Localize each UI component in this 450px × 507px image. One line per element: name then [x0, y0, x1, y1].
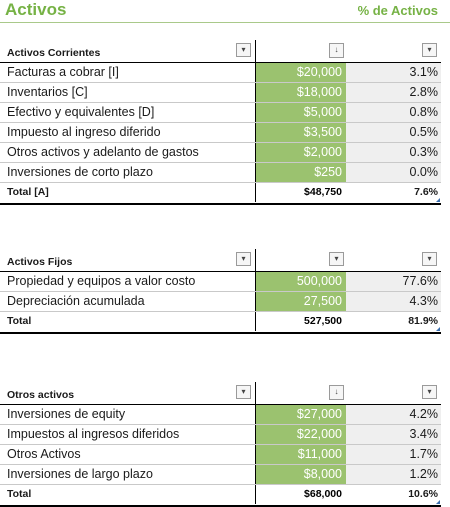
filter-dropdown-icon[interactable]: ▾: [422, 252, 437, 266]
total-row[interactable]: Total 527,500 81.9%: [0, 312, 441, 334]
table-row[interactable]: Inversiones de corto plazo $250 0.0%: [0, 163, 441, 183]
filter-dropdown-icon[interactable]: ▾: [329, 252, 344, 266]
other-assets-table: Otros activos ▾ ↓ ▾ Inversiones de equit…: [0, 382, 450, 507]
row-percent: 0.8%: [346, 103, 441, 122]
row-percent: 0.5%: [346, 123, 441, 142]
total-value: $68,000: [255, 485, 346, 504]
table-row[interactable]: Inventarios [C] $18,000 2.8%: [0, 83, 441, 103]
table-row[interactable]: Otros activos y adelanto de gastos $2,00…: [0, 143, 441, 163]
row-value: $20,000: [255, 63, 346, 82]
row-value: $250: [255, 163, 346, 182]
sheet-header: Activos % de Activos: [0, 0, 450, 23]
table-row[interactable]: Propiedad y equipos a valor costo 500,00…: [0, 272, 441, 292]
row-value: $11,000: [255, 445, 346, 464]
row-label: Inventarios [C]: [7, 85, 88, 99]
total-value: $48,750: [255, 183, 346, 202]
row-label: Inversiones de equity: [7, 407, 126, 421]
total-percent: 81.9%: [346, 312, 441, 331]
row-label: Otros Activos: [7, 447, 81, 461]
fixed-assets-table: Activos Fijos ▾ ▾ ▾ Propiedad y equipos …: [0, 249, 450, 334]
row-label: Depreciación acumulada: [7, 294, 145, 308]
filter-dropdown-icon[interactable]: ▾: [236, 43, 251, 57]
row-value: $8,000: [255, 465, 346, 484]
total-row[interactable]: Total [A] $48,750 7.6%: [0, 183, 441, 205]
row-value: $2,000: [255, 143, 346, 162]
row-label: Efectivo y equivalentes [D]: [7, 105, 155, 119]
pct-column-title: % de Activos: [357, 3, 438, 18]
row-percent: 0.0%: [346, 163, 441, 182]
filter-dropdown-icon[interactable]: ▾: [236, 252, 251, 266]
table-header-row: Activos Corrientes ▾ ↓ ▾: [0, 40, 441, 63]
row-percent: 2.8%: [346, 83, 441, 102]
table-row[interactable]: Otros Activos $11,000 1.7%: [0, 445, 441, 465]
table-row[interactable]: Facturas a cobrar [I] $20,000 3.1%: [0, 63, 441, 83]
row-label: Inversiones de corto plazo: [7, 165, 153, 179]
row-value: $22,000: [255, 425, 346, 444]
total-percent: 7.6%: [346, 183, 441, 202]
row-percent: 3.1%: [346, 63, 441, 82]
row-percent: 1.2%: [346, 465, 441, 484]
row-percent: 4.2%: [346, 405, 441, 424]
row-label: Impuestos al ingresos diferidos: [7, 427, 180, 441]
row-percent: 4.3%: [346, 292, 441, 311]
total-value: 527,500: [255, 312, 346, 331]
section-heading: Activos Fijos: [7, 256, 73, 268]
row-label: Inversiones de largo plazo: [7, 467, 153, 481]
total-label: Total [A]: [7, 186, 49, 198]
sort-descending-dropdown-icon[interactable]: ↓: [329, 43, 344, 58]
table-row[interactable]: Impuestos al ingresos diferidos $22,000 …: [0, 425, 441, 445]
row-value: 500,000: [255, 272, 346, 291]
current-assets-table: Activos Corrientes ▾ ↓ ▾ Facturas a cobr…: [0, 40, 450, 205]
row-percent: 77.6%: [346, 272, 441, 291]
row-percent: 1.7%: [346, 445, 441, 464]
total-label: Total: [7, 315, 32, 327]
total-row[interactable]: Total $68,000 10.6%: [0, 485, 441, 507]
table-row[interactable]: Impuesto al ingreso diferido $3,500 0.5%: [0, 123, 441, 143]
filter-dropdown-icon[interactable]: ▾: [422, 43, 437, 57]
table-row[interactable]: Efectivo y equivalentes [D] $5,000 0.8%: [0, 103, 441, 123]
table-resize-handle[interactable]: [436, 198, 440, 202]
total-percent: 10.6%: [346, 485, 441, 504]
row-label: Otros activos y adelanto de gastos: [7, 145, 199, 159]
table-row[interactable]: Inversiones de largo plazo $8,000 1.2%: [0, 465, 441, 485]
row-value: $5,000: [255, 103, 346, 122]
table-resize-handle[interactable]: [436, 500, 440, 504]
sort-descending-dropdown-icon[interactable]: ↓: [329, 385, 344, 400]
row-label: Propiedad y equipos a valor costo: [7, 274, 196, 288]
table-header-row: Activos Fijos ▾ ▾ ▾: [0, 249, 441, 272]
table-header-row: Otros activos ▾ ↓ ▾: [0, 382, 441, 405]
row-value: $18,000: [255, 83, 346, 102]
row-percent: 3.4%: [346, 425, 441, 444]
row-label: Facturas a cobrar [I]: [7, 65, 119, 79]
total-label: Total: [7, 488, 32, 500]
row-label: Impuesto al ingreso diferido: [7, 125, 161, 139]
table-row[interactable]: Inversiones de equity $27,000 4.2%: [0, 405, 441, 425]
section-heading: Activos Corrientes: [7, 47, 101, 59]
row-value: 27,500: [255, 292, 346, 311]
section-heading: Otros activos: [7, 389, 75, 401]
filter-dropdown-icon[interactable]: ▾: [422, 385, 437, 399]
row-value: $3,500: [255, 123, 346, 142]
filter-dropdown-icon[interactable]: ▾: [236, 385, 251, 399]
row-percent: 0.3%: [346, 143, 441, 162]
table-resize-handle[interactable]: [436, 327, 440, 331]
row-value: $27,000: [255, 405, 346, 424]
sheet-title: Activos: [5, 0, 67, 19]
table-row[interactable]: Depreciación acumulada 27,500 4.3%: [0, 292, 441, 312]
